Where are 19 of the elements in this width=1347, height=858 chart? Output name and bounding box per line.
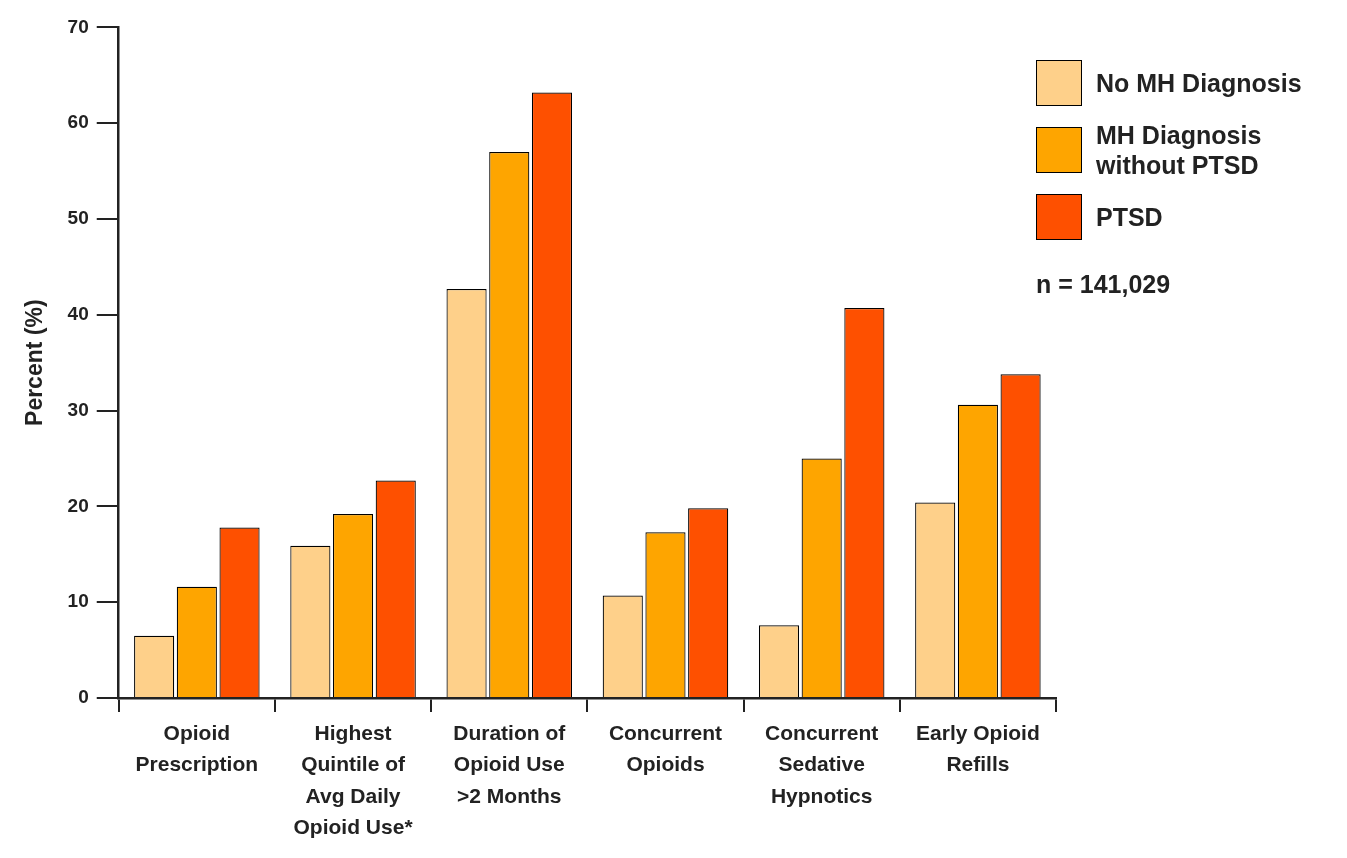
y-tick-label: 50 <box>67 207 89 229</box>
x-tick-label: Duration of Opioid Use >2 Months <box>453 720 567 807</box>
legend-label: PTSD <box>1096 202 1164 232</box>
y-tick-label: 30 <box>67 398 89 420</box>
y-tick-label: 10 <box>67 590 89 612</box>
x-tick-label: Highest Quintile of Avg Daily Opioid Use* <box>293 720 414 839</box>
y-tick-label: 0 <box>78 686 89 708</box>
legend-label: No MH Diagnosis <box>1096 68 1303 98</box>
y-tick-label: 70 <box>67 15 89 37</box>
y-tick-label: 20 <box>67 494 89 516</box>
y-tick-label: 60 <box>67 111 89 133</box>
x-tick-label: Concurrent Sedative Hypnotics <box>765 720 879 807</box>
legend-label: MH Diagnosis without PTSD <box>1096 120 1263 180</box>
y-axis-title: Percent (%) <box>21 299 48 426</box>
x-tick-label: Opioid Prescription <box>135 720 259 776</box>
x-tick-label: Concurrent Opioids <box>608 720 723 776</box>
annotation: n = 141,029 <box>1036 270 1172 299</box>
y-tick-label: 40 <box>67 303 89 325</box>
x-tick-label: Early Opioid Refills <box>916 720 1040 776</box>
